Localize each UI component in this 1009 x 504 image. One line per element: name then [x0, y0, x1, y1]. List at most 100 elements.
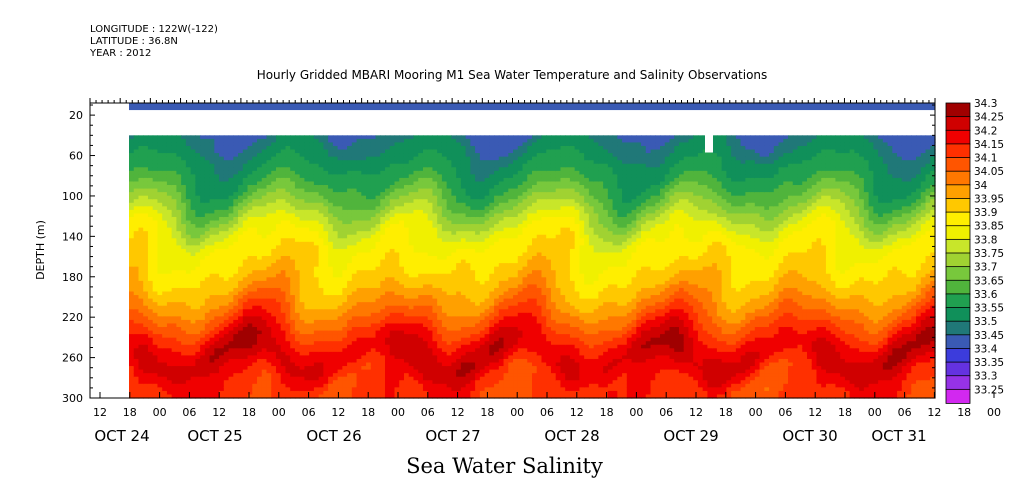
- salinity-cell: [399, 305, 405, 310]
- salinity-cell: [157, 160, 163, 165]
- salinity-cell: [247, 188, 253, 193]
- salinity-cell: [138, 277, 144, 282]
- salinity-cell: [166, 277, 173, 282]
- salinity-cell: [446, 206, 452, 211]
- salinity-cell: [437, 277, 443, 282]
- salinity-cell: [190, 192, 196, 197]
- salinity-cell: [176, 156, 182, 161]
- salinity-cell: [252, 390, 258, 396]
- salinity-cell: [138, 199, 144, 204]
- salinity-cell: [266, 369, 272, 374]
- salinity-cell: [422, 227, 429, 232]
- salinity-cell: [318, 231, 324, 236]
- salinity-cell: [299, 334, 306, 339]
- salinity-cell: [275, 248, 282, 254]
- salinity-cell: [257, 202, 263, 207]
- salinity-cell: [228, 327, 234, 332]
- salinity-cell: [318, 174, 324, 179]
- salinity-cell: [209, 287, 215, 293]
- salinity-cell: [408, 330, 415, 335]
- salinity-cell: [356, 312, 362, 317]
- salinity-cell: [143, 295, 149, 300]
- salinity-cell: [366, 305, 372, 310]
- salinity-cell: [403, 149, 410, 154]
- salinity-cell: [162, 277, 168, 282]
- salinity-cell: [427, 358, 434, 364]
- salinity-cell: [441, 312, 448, 317]
- salinity-cell: [370, 231, 377, 236]
- salinity-cell: [394, 390, 400, 396]
- salinity-cell: [176, 305, 182, 310]
- salinity-cell: [247, 341, 253, 346]
- salinity-cell: [437, 231, 443, 236]
- salinity-cell: [403, 153, 410, 158]
- salinity-cell: [366, 156, 372, 161]
- salinity-cell: [247, 270, 253, 275]
- salinity-cell: [304, 327, 310, 332]
- salinity-cell: [147, 373, 154, 378]
- salinity-cell: [195, 167, 201, 172]
- salinity-cell: [147, 337, 154, 342]
- salinity-cell: [280, 177, 287, 183]
- salinity-cell: [413, 376, 419, 381]
- salinity-cell: [176, 227, 182, 232]
- salinity-cell: [408, 259, 415, 264]
- salinity-cell: [380, 327, 386, 332]
- salinity-cell: [209, 284, 215, 289]
- salinity-cell: [219, 330, 225, 335]
- salinity-cell: [370, 145, 377, 151]
- salinity-cell: [176, 199, 182, 204]
- salinity-cell: [408, 227, 415, 232]
- salinity-cell: [380, 181, 386, 186]
- salinity-cell: [418, 316, 424, 321]
- salinity-cell: [271, 138, 277, 144]
- salinity-cell: [223, 334, 230, 339]
- salinity-cell: [441, 245, 448, 250]
- salinity-cell: [337, 362, 343, 367]
- salinity-cell: [304, 227, 310, 232]
- salinity-cell: [204, 188, 211, 193]
- salinity-cell: [261, 245, 268, 250]
- salinity-cell: [427, 163, 434, 168]
- salinity-cell: [437, 387, 443, 392]
- salinity-cell: [309, 369, 315, 374]
- salinity-cell: [138, 259, 144, 264]
- salinity-cell: [375, 234, 381, 239]
- salinity-cell: [304, 302, 310, 307]
- salinity-cell: [257, 170, 263, 175]
- salinity-cell: [171, 277, 178, 282]
- salinity-cell: [261, 319, 268, 325]
- salinity-cell: [342, 227, 348, 232]
- salinity-cell: [185, 373, 192, 378]
- salinity-cell: [166, 135, 173, 140]
- salinity-cell: [366, 170, 372, 175]
- salinity-cell: [394, 245, 400, 250]
- salinity-cell: [413, 192, 419, 197]
- salinity-cell: [233, 202, 239, 207]
- salinity-cell: [389, 177, 396, 183]
- salinity-cell: [133, 234, 140, 239]
- salinity-cell: [166, 383, 173, 388]
- salinity-cell: [332, 213, 339, 218]
- salinity-cell: [342, 298, 348, 303]
- salinity-cell: [318, 163, 324, 168]
- salinity-cell: [394, 266, 400, 271]
- salinity-cell: [219, 206, 225, 211]
- salinity-cell: [228, 238, 234, 243]
- salinity-cell: [389, 330, 396, 335]
- salinity-cell: [366, 241, 372, 246]
- salinity-cell: [432, 373, 438, 378]
- salinity-cell: [252, 355, 258, 360]
- salinity-cell: [366, 248, 372, 254]
- salinity-cell: [261, 287, 268, 293]
- salinity-cell: [432, 291, 438, 296]
- salinity-cell: [271, 280, 277, 286]
- salinity-cell: [133, 358, 140, 364]
- salinity-cell: [147, 277, 154, 282]
- salinity-cell: [422, 334, 429, 339]
- salinity-cell: [214, 312, 220, 317]
- salinity-cell: [280, 174, 287, 179]
- salinity-cell: [413, 323, 419, 328]
- salinity-cell: [441, 256, 448, 261]
- salinity-cell: [271, 220, 277, 225]
